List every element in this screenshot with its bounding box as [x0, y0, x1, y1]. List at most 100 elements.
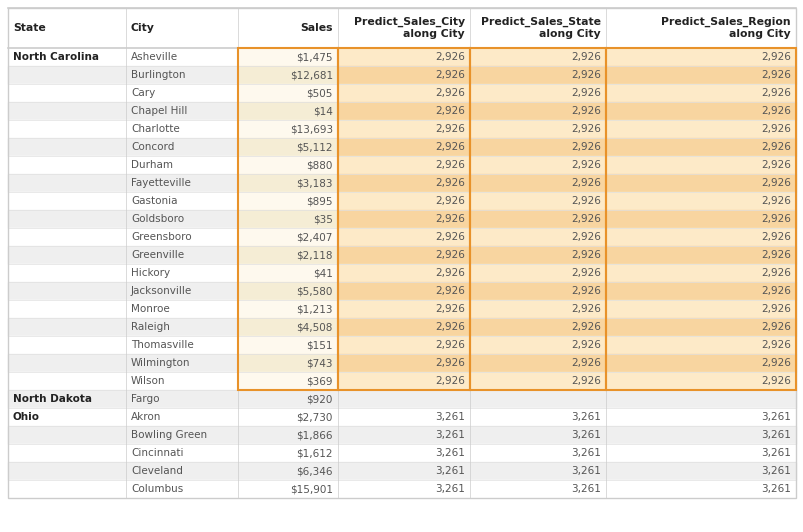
Bar — [470, 48, 605, 66]
Text: $895: $895 — [306, 196, 332, 206]
Bar — [238, 264, 337, 282]
Text: $1,612: $1,612 — [296, 448, 332, 458]
Text: City: City — [131, 23, 155, 33]
Bar — [470, 138, 605, 156]
Bar — [238, 246, 337, 264]
Bar — [470, 246, 605, 264]
Bar — [238, 390, 337, 408]
Bar — [337, 408, 470, 426]
Bar — [337, 48, 470, 66]
Bar — [605, 246, 795, 264]
Bar — [470, 282, 605, 300]
Text: 2,926: 2,926 — [570, 322, 601, 332]
Bar — [8, 354, 126, 372]
Text: $12,681: $12,681 — [290, 70, 332, 80]
Text: 2,926: 2,926 — [434, 214, 464, 224]
Bar — [238, 84, 337, 102]
Bar — [470, 426, 605, 444]
Text: Bowling Green: Bowling Green — [131, 430, 207, 440]
Bar — [605, 228, 795, 246]
Text: 2,926: 2,926 — [434, 196, 464, 206]
Bar — [605, 354, 795, 372]
Text: $2,730: $2,730 — [296, 412, 332, 422]
Bar — [470, 354, 605, 372]
Bar — [8, 84, 126, 102]
Text: 2,926: 2,926 — [760, 286, 790, 296]
Text: $5,580: $5,580 — [296, 286, 332, 296]
Text: Hickory: Hickory — [131, 268, 170, 278]
Bar — [605, 192, 795, 210]
Bar — [337, 480, 470, 498]
Bar — [8, 48, 126, 66]
Bar — [337, 156, 470, 174]
Bar — [238, 444, 337, 462]
Bar — [8, 462, 126, 480]
Bar — [470, 372, 605, 390]
Text: 2,926: 2,926 — [760, 196, 790, 206]
Bar — [8, 120, 126, 138]
Text: 2,926: 2,926 — [760, 304, 790, 314]
Bar — [8, 318, 126, 336]
Bar — [8, 426, 126, 444]
Bar — [605, 480, 795, 498]
Bar — [605, 138, 795, 156]
Bar — [8, 300, 126, 318]
Bar — [8, 264, 126, 282]
Text: $5,112: $5,112 — [296, 142, 332, 152]
Text: Raleigh: Raleigh — [131, 322, 169, 332]
Bar — [126, 174, 238, 192]
Bar — [337, 84, 470, 102]
Bar — [337, 300, 470, 318]
Text: Greensboro: Greensboro — [131, 232, 191, 242]
Bar — [238, 48, 337, 390]
Text: Cleveland: Cleveland — [131, 466, 182, 476]
Text: 3,261: 3,261 — [570, 448, 601, 458]
Text: $1,866: $1,866 — [296, 430, 332, 440]
Text: North Carolina: North Carolina — [13, 52, 99, 62]
Bar — [126, 48, 238, 66]
Text: 3,261: 3,261 — [434, 430, 464, 440]
Text: 2,926: 2,926 — [570, 376, 601, 386]
Text: 2,926: 2,926 — [570, 142, 601, 152]
Bar — [126, 192, 238, 210]
Bar — [337, 48, 470, 390]
Bar — [337, 192, 470, 210]
Bar — [337, 138, 470, 156]
Text: Monroe: Monroe — [131, 304, 169, 314]
Bar — [470, 480, 605, 498]
Bar — [8, 282, 126, 300]
Bar — [470, 390, 605, 408]
Bar — [126, 66, 238, 84]
Bar — [337, 282, 470, 300]
Text: 3,261: 3,261 — [760, 430, 790, 440]
Text: Wilmington: Wilmington — [131, 358, 190, 368]
Bar — [605, 48, 795, 66]
Bar — [126, 390, 238, 408]
Bar — [8, 408, 126, 426]
Text: Ohio: Ohio — [13, 412, 40, 422]
Text: 2,926: 2,926 — [570, 340, 601, 350]
Text: 2,926: 2,926 — [570, 250, 601, 260]
Bar — [126, 138, 238, 156]
Text: 2,926: 2,926 — [570, 196, 601, 206]
Text: 3,261: 3,261 — [434, 448, 464, 458]
Text: Gastonia: Gastonia — [131, 196, 177, 206]
Bar — [470, 192, 605, 210]
Bar — [470, 156, 605, 174]
Bar — [238, 480, 337, 498]
Text: 2,926: 2,926 — [434, 142, 464, 152]
Text: 2,926: 2,926 — [434, 358, 464, 368]
Text: Fayetteville: Fayetteville — [131, 178, 190, 188]
Bar — [337, 120, 470, 138]
Text: 3,261: 3,261 — [434, 466, 464, 476]
Bar — [337, 102, 470, 120]
Bar — [470, 228, 605, 246]
Text: 2,926: 2,926 — [570, 52, 601, 62]
Bar — [337, 426, 470, 444]
Text: 2,926: 2,926 — [570, 70, 601, 80]
Bar — [238, 156, 337, 174]
Text: 2,926: 2,926 — [570, 106, 601, 116]
Text: Predict_Sales_City
along City: Predict_Sales_City along City — [353, 17, 464, 39]
Text: $14: $14 — [312, 106, 332, 116]
Bar — [238, 228, 337, 246]
